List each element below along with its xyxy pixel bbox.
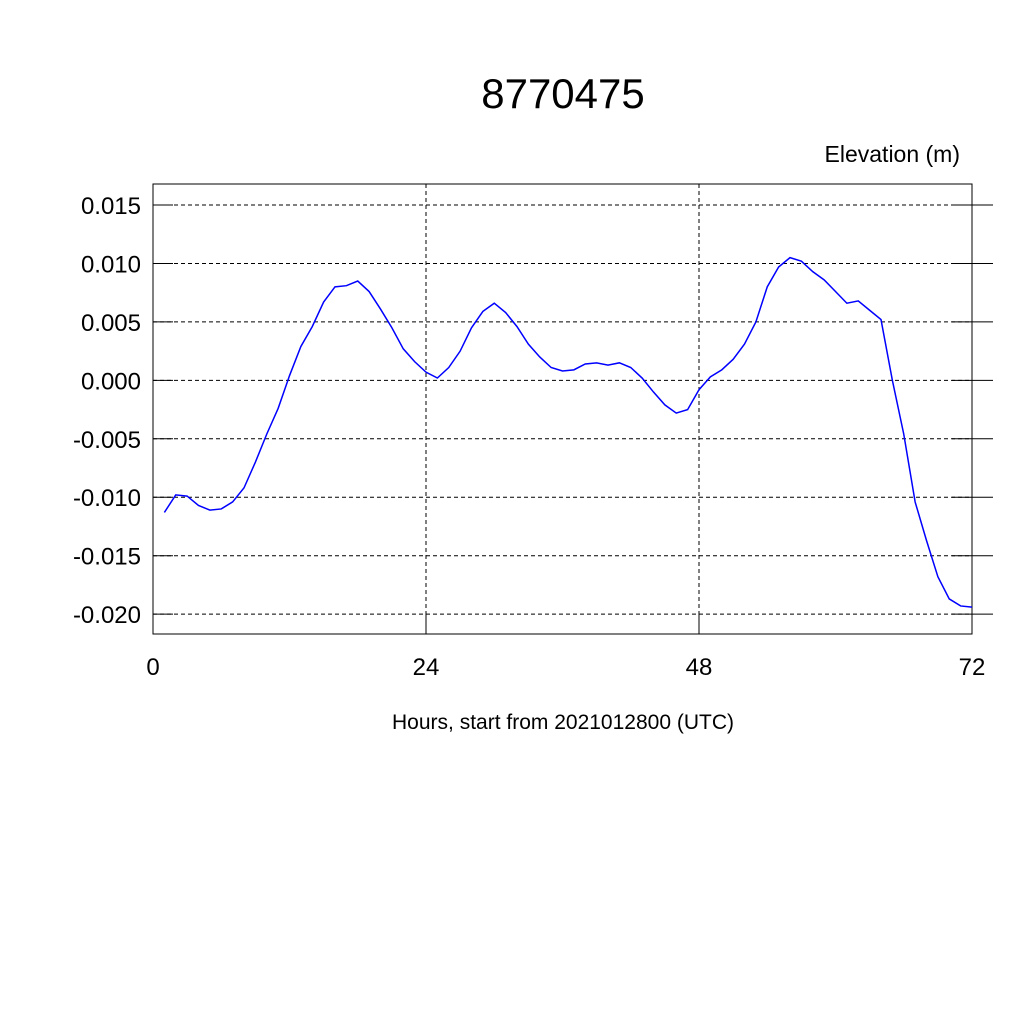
y-tick-label: -0.020 [73,602,141,629]
x-tick-label: 72 [959,654,986,681]
y-tick-label: 0.010 [81,251,141,278]
y-tick-label: 0.015 [81,193,141,220]
y-tick-label: 0.000 [81,368,141,395]
x-tick-label: 0 [146,654,159,681]
data-line [163,256,973,608]
y-tick-label: 0.005 [81,310,141,337]
y-tick-label: -0.010 [73,485,141,512]
x-tick-label: 24 [413,654,440,681]
chart-title: 8770475 [481,70,645,117]
y-tick-label: -0.015 [73,544,141,571]
y-tick-label: -0.005 [73,427,141,454]
chart-subtitle: Elevation (m) [825,141,960,167]
plot-frame [152,183,973,635]
x-tick-label: 48 [686,654,713,681]
x-axis-label: Hours, start from 2021012800 (UTC) [392,711,734,734]
